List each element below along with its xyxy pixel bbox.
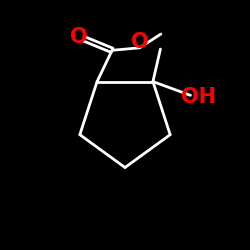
Text: OH: OH [181, 86, 216, 106]
Text: O: O [131, 32, 149, 52]
Text: O: O [70, 26, 88, 46]
